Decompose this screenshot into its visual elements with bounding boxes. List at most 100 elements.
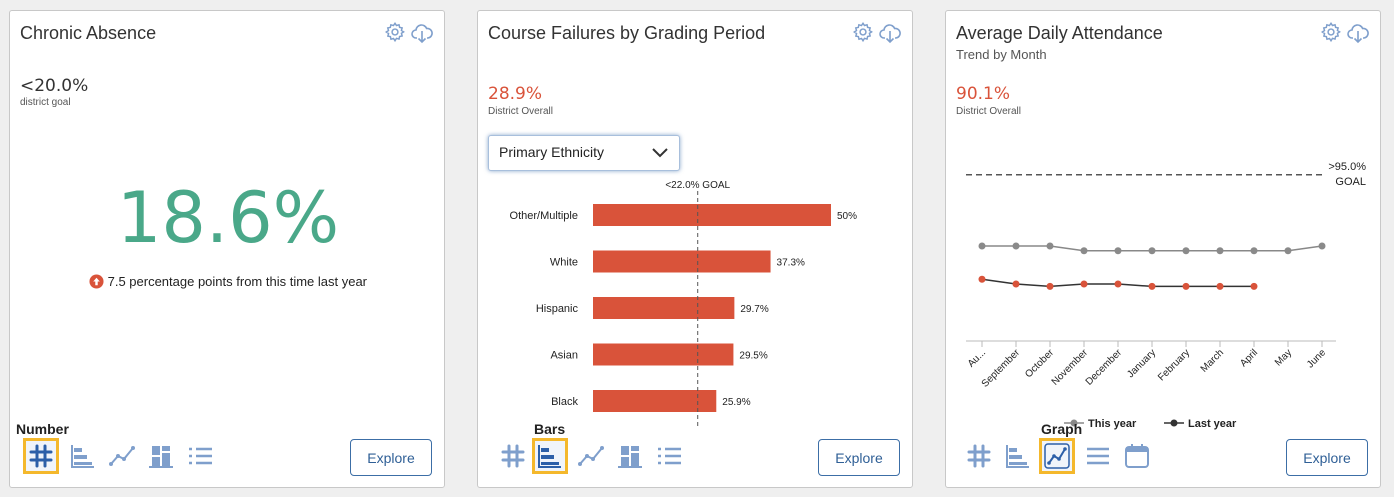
- legend-marker: [1170, 419, 1178, 427]
- goal-label: >95.0%: [1328, 161, 1366, 173]
- column-chart-icon[interactable]: [146, 441, 176, 471]
- bar: [593, 204, 831, 226]
- goal-label: GOAL: [1335, 176, 1366, 188]
- chronic-absence-card: Chronic Absence <20.0% district goal 18.…: [9, 10, 445, 488]
- card-title: Course Failures by Grading Period: [488, 23, 766, 43]
- data-point: [1284, 247, 1292, 255]
- data-point: [1046, 282, 1054, 290]
- legend-label: This year: [1088, 418, 1137, 430]
- list-icon[interactable]: [654, 441, 684, 471]
- legend-marker: [1070, 419, 1078, 427]
- bar-chart-icon[interactable]: [1003, 441, 1033, 471]
- hash-icon[interactable]: [498, 441, 528, 471]
- bar-category-label: Other/Multiple: [510, 210, 578, 222]
- data-point: [1318, 242, 1326, 250]
- calendar-icon[interactable]: [1122, 441, 1152, 471]
- x-tick-label: May: [1273, 347, 1294, 368]
- data-point: [1114, 247, 1122, 255]
- line-chart-icon[interactable]: [576, 441, 606, 471]
- data-point: [1216, 282, 1224, 290]
- line-chart-icon[interactable]: [1039, 438, 1075, 474]
- bar-value-label: 37.3%: [777, 258, 805, 269]
- x-tick-label: April: [1238, 347, 1260, 369]
- bar: [593, 297, 735, 319]
- card-actions: [384, 21, 434, 45]
- bar-category-label: Black: [551, 396, 578, 408]
- card-title: Average Daily Attendance: [956, 23, 1163, 43]
- x-tick-label: December: [1084, 347, 1125, 388]
- cloud-download-icon[interactable]: [878, 21, 902, 45]
- data-point: [1182, 247, 1190, 255]
- overall-label: District Overall: [488, 106, 554, 117]
- card-actions: [852, 21, 902, 45]
- data-point: [1250, 282, 1258, 290]
- overall-value: 28.9%: [488, 84, 543, 104]
- data-point: [1148, 282, 1156, 290]
- line-chart-icon[interactable]: [107, 441, 137, 471]
- average-daily-attendance-card: Average Daily Attendance Trend by Month …: [945, 10, 1381, 488]
- bar-chart-icon[interactable]: [532, 438, 568, 474]
- data-point: [1250, 247, 1258, 255]
- list-icon[interactable]: [1083, 441, 1113, 471]
- hash-icon[interactable]: [23, 438, 59, 474]
- cloud-download-icon[interactable]: [410, 21, 434, 45]
- x-tick-label: Au...: [966, 347, 988, 369]
- explore-button[interactable]: Explore: [818, 439, 900, 476]
- card-title: Chronic Absence: [20, 23, 157, 43]
- bar-chart-icon[interactable]: [68, 441, 98, 471]
- overall-value: 90.1%: [956, 84, 1011, 104]
- bar: [593, 250, 771, 273]
- bar-value-label: 29.7%: [740, 304, 768, 315]
- x-tick-label: January: [1125, 347, 1158, 380]
- bar: [593, 343, 734, 366]
- main-metric-value: 18.6%: [116, 177, 340, 259]
- group-by-dropdown[interactable]: Primary Ethnicity: [488, 135, 680, 171]
- bar-category-label: Hispanic: [536, 303, 579, 315]
- hash-icon[interactable]: [964, 441, 994, 471]
- data-point: [978, 242, 986, 250]
- data-point: [978, 275, 986, 283]
- legend-label: Last year: [1188, 418, 1237, 430]
- list-icon[interactable]: [185, 441, 215, 471]
- explore-button[interactable]: Explore: [1286, 439, 1368, 476]
- dropdown-value: Primary Ethnicity: [499, 144, 605, 160]
- data-point: [1114, 280, 1122, 288]
- data-point: [1148, 247, 1156, 255]
- data-point: [1182, 282, 1190, 290]
- gear-icon[interactable]: [1320, 21, 1342, 43]
- data-point: [1080, 280, 1088, 288]
- goal-label: <22.0% GOAL: [665, 180, 730, 191]
- bar-value-label: 29.5%: [739, 351, 767, 362]
- card-subtitle: Trend by Month: [956, 47, 1047, 62]
- column-chart-icon[interactable]: [615, 441, 645, 471]
- bar-category-label: Asian: [550, 350, 578, 362]
- course-failures-card: Course Failures by Grading Period 28.9% …: [477, 10, 913, 488]
- data-point: [1012, 242, 1020, 250]
- active-view-label: Bars: [534, 421, 566, 437]
- up-arrow-icon: [89, 274, 104, 289]
- x-tick-label: February: [1156, 347, 1192, 383]
- x-tick-label: October: [1023, 347, 1056, 380]
- active-view-label: Graph: [1041, 421, 1083, 437]
- bar: [593, 390, 717, 412]
- explore-button[interactable]: Explore: [350, 439, 432, 476]
- gear-icon[interactable]: [852, 21, 874, 43]
- bar-value-label: 25.9%: [722, 397, 750, 408]
- active-view-label: Number: [16, 421, 69, 437]
- bar-value-label: 50%: [837, 211, 857, 222]
- goal-value: <20.0%: [20, 76, 89, 96]
- gear-icon[interactable]: [384, 21, 406, 43]
- data-point: [1080, 247, 1088, 255]
- chevron-down-icon: [652, 148, 668, 158]
- goal-label: district goal: [20, 97, 71, 108]
- overall-label: District Overall: [956, 106, 1022, 117]
- cloud-download-icon[interactable]: [1346, 21, 1370, 45]
- x-tick-label: June: [1305, 347, 1328, 370]
- card-actions: [1320, 21, 1370, 45]
- x-tick-label: March: [1199, 347, 1226, 374]
- change-indicator: 7.5 percentage points from this time las…: [10, 274, 446, 289]
- data-point: [1012, 280, 1020, 288]
- change-text: 7.5 percentage points from this time las…: [107, 274, 368, 289]
- bar-category-label: White: [550, 257, 578, 269]
